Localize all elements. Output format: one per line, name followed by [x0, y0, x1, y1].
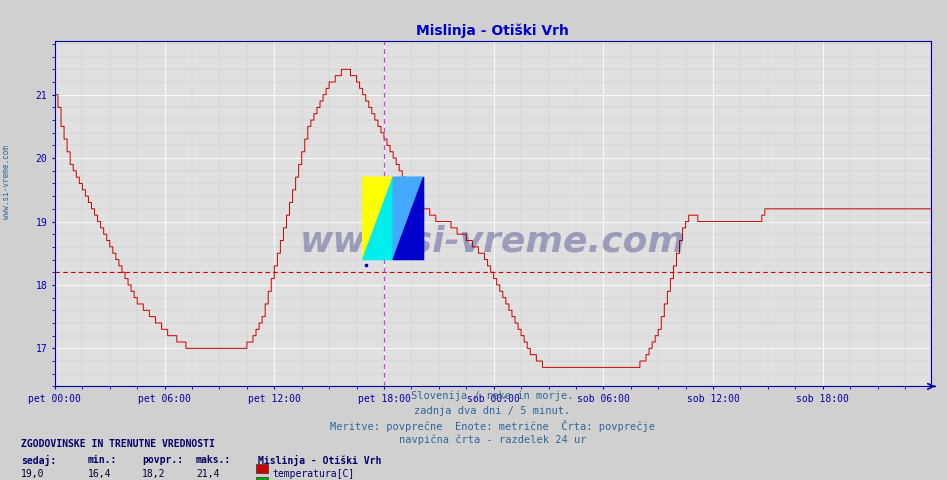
Text: min.:: min.: — [88, 455, 117, 465]
Polygon shape — [363, 177, 393, 260]
Text: ZGODOVINSKE IN TRENUTNE VREDNOSTI: ZGODOVINSKE IN TRENUTNE VREDNOSTI — [21, 439, 215, 449]
Text: temperatura[C]: temperatura[C] — [273, 469, 355, 480]
Polygon shape — [363, 177, 393, 260]
Title: Mislinja - Otiški Vrh: Mislinja - Otiški Vrh — [417, 24, 569, 38]
Text: Slovenija / reke in morje.: Slovenija / reke in morje. — [411, 391, 574, 401]
Text: Meritve: povprečne  Enote: metrične  Črta: povprečje: Meritve: povprečne Enote: metrične Črta:… — [330, 420, 655, 432]
Polygon shape — [393, 177, 423, 260]
Text: povpr.:: povpr.: — [142, 455, 183, 465]
Text: maks.:: maks.: — [196, 455, 231, 465]
Text: www.si-vreme.com: www.si-vreme.com — [2, 145, 11, 219]
Text: 18,2: 18,2 — [142, 469, 166, 480]
Text: 21,4: 21,4 — [196, 469, 220, 480]
Text: sedaj:: sedaj: — [21, 455, 56, 466]
Text: www.si-vreme.com: www.si-vreme.com — [300, 224, 686, 258]
Text: 16,4: 16,4 — [88, 469, 112, 480]
Text: navpična črta - razdelek 24 ur: navpična črta - razdelek 24 ur — [399, 434, 586, 445]
Polygon shape — [393, 177, 423, 260]
Text: 19,0: 19,0 — [21, 469, 45, 480]
Text: zadnja dva dni / 5 minut.: zadnja dva dni / 5 minut. — [415, 406, 570, 416]
Text: Mislinja - Otiški Vrh: Mislinja - Otiški Vrh — [258, 455, 381, 466]
